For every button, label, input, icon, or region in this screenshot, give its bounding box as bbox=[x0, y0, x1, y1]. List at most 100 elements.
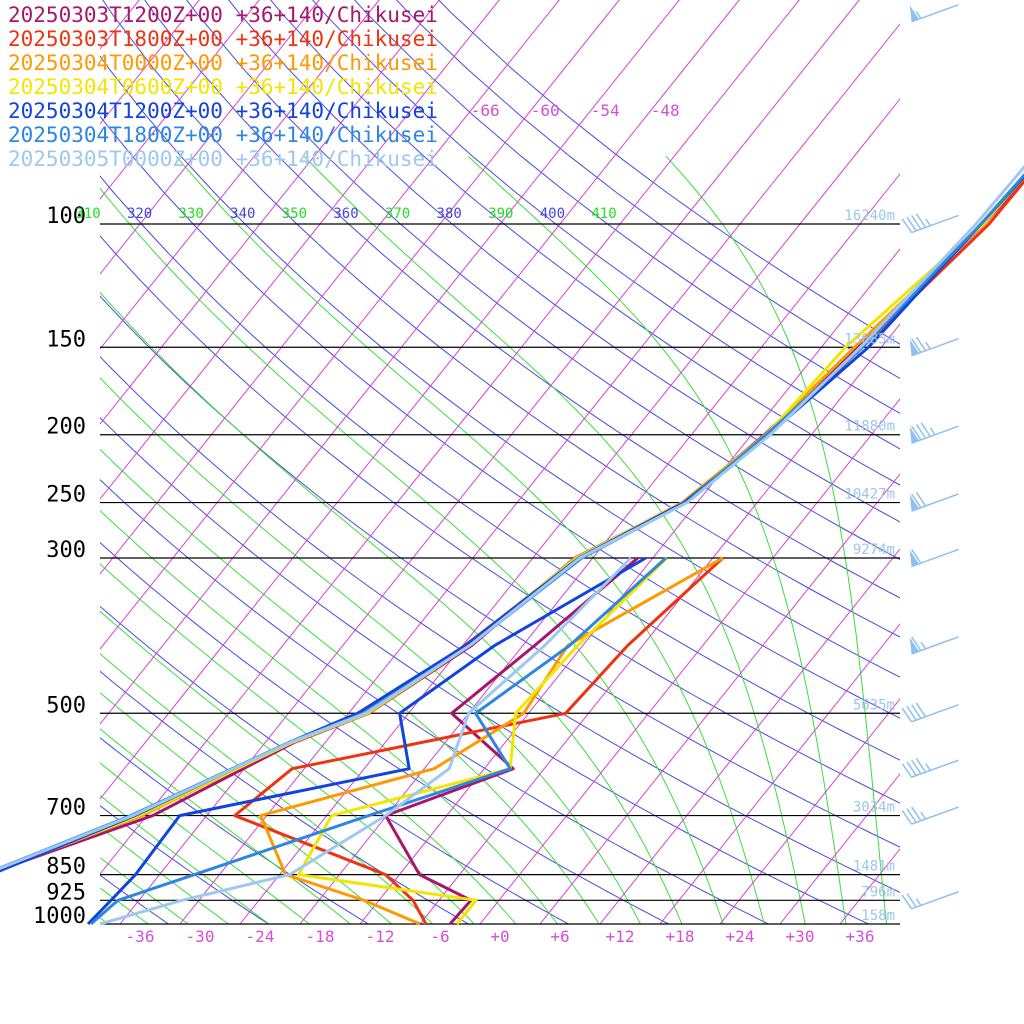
wind-barb bbox=[901, 806, 959, 825]
theta-label: 390 bbox=[488, 206, 513, 222]
wind-barb bbox=[909, 548, 959, 568]
isotherm-line bbox=[599, 548, 900, 924]
dry-adiabat-line bbox=[144, 0, 900, 599]
legend-entry: 20250304T0600Z+00 +36+140/Chikusei bbox=[8, 75, 438, 99]
wind-barb-feather bbox=[911, 493, 922, 509]
wind-barb-half-feather bbox=[925, 341, 931, 350]
wind-barb bbox=[909, 4, 959, 23]
dry-adiabat-line bbox=[186, 0, 900, 561]
isobars bbox=[100, 223, 900, 925]
x-tick-label: +12 bbox=[606, 927, 635, 946]
wind-barb-feather bbox=[901, 707, 913, 723]
isotherm-line bbox=[100, 0, 260, 200]
dry-adiabat-line bbox=[228, 0, 900, 523]
wind-barb-feather bbox=[915, 336, 927, 352]
isotherm-line bbox=[779, 773, 900, 924]
theta-label: 340 bbox=[230, 206, 255, 222]
pressure-label: 200 bbox=[46, 415, 86, 440]
moist-adiabat-line bbox=[100, 291, 683, 924]
isotherm-line bbox=[719, 698, 900, 924]
isotherm-line bbox=[539, 473, 900, 924]
moist-adiabat-line bbox=[100, 857, 189, 924]
dry-adiabat-line bbox=[102, 0, 900, 638]
dry-adiabat-line bbox=[100, 417, 870, 924]
pressure-label: 1000 bbox=[33, 904, 86, 929]
wind-barb-feather bbox=[906, 893, 917, 908]
wind-barb-feather bbox=[901, 218, 913, 233]
height-label: 1481m bbox=[853, 859, 895, 875]
isotherm-line bbox=[299, 173, 900, 924]
wind-barb-flag bbox=[909, 550, 920, 567]
dry-adiabat-line bbox=[312, 0, 900, 450]
legend-entry: 20250303T1200Z+00 +36+140/Chikusei bbox=[8, 3, 438, 27]
height-label: 11880m bbox=[844, 419, 895, 435]
moist-adiabat-line bbox=[100, 377, 642, 924]
isotherm-line bbox=[100, 0, 620, 650]
moist-adiabat-line bbox=[303, 155, 806, 924]
dewpoint-line bbox=[86, 556, 647, 926]
isotherm-label: -54 bbox=[591, 101, 620, 120]
wind-barb-feather bbox=[906, 761, 917, 776]
dry-adiabat-line bbox=[100, 737, 370, 924]
wind-barb bbox=[901, 758, 959, 778]
theta-label: 410 bbox=[591, 206, 616, 222]
dry-adiabats bbox=[100, 0, 900, 924]
moist-adiabat-line bbox=[100, 826, 230, 924]
moist-adiabat-line bbox=[175, 155, 765, 924]
wind-barb-feather bbox=[915, 702, 927, 718]
height-label: 9274m bbox=[853, 542, 895, 558]
wind-barb-feather bbox=[915, 758, 927, 773]
dry-adiabat-line bbox=[100, 175, 900, 761]
isotherm-line bbox=[239, 98, 900, 924]
wind-barb bbox=[909, 336, 959, 357]
height-label: 796m bbox=[861, 884, 895, 900]
sounding-series bbox=[0, 164, 1024, 926]
isotherm-line bbox=[899, 923, 900, 924]
dewpoint-line bbox=[90, 556, 667, 926]
wind-barb-feather bbox=[911, 806, 922, 822]
wind-barb-half-feather bbox=[915, 11, 922, 19]
isotherm-label: -48 bbox=[651, 101, 680, 120]
series-group bbox=[0, 164, 1024, 926]
isotherm-line bbox=[100, 0, 740, 800]
isotherm-line bbox=[100, 0, 140, 50]
isotherms bbox=[100, 0, 900, 924]
height-label: 3034m bbox=[853, 800, 895, 816]
pressure-label: 100 bbox=[46, 204, 86, 229]
moist-adiabat-line bbox=[100, 187, 724, 924]
legend-entry: 20250304T0000Z+00 +36+140/Chikusei bbox=[8, 51, 438, 75]
x-tick-label: -24 bbox=[246, 927, 275, 946]
dewpoint-line bbox=[233, 556, 724, 925]
theta-label: 400 bbox=[540, 206, 565, 222]
theta-label: 360 bbox=[333, 206, 358, 222]
wind-barb-feather bbox=[920, 422, 931, 437]
wind-barb-flag bbox=[909, 5, 920, 22]
pressure-label: 850 bbox=[46, 855, 86, 880]
moist-adiabat-line bbox=[100, 448, 600, 924]
wind-barb-flag bbox=[909, 339, 920, 356]
moist-adiabat-line bbox=[100, 762, 311, 924]
isotherm-line bbox=[179, 23, 900, 924]
legend: 20250303T1200Z+00 +36+140/Chikusei 202503… bbox=[8, 3, 438, 171]
pressure-label: 250 bbox=[46, 483, 86, 508]
isotherm-line bbox=[100, 0, 800, 875]
dewpoint-line bbox=[297, 556, 668, 925]
isotherm-line bbox=[119, 0, 860, 924]
wind-barb-feather bbox=[911, 704, 922, 719]
x-tick-label: +18 bbox=[666, 927, 695, 946]
wind-barb-feather bbox=[906, 706, 917, 721]
isotherm-line bbox=[100, 0, 200, 125]
wind-barb-feather bbox=[915, 491, 927, 507]
legend-entry: 20250304T1200Z+00 +36+140/Chikusei bbox=[8, 99, 438, 123]
wind-barb-feather bbox=[906, 216, 917, 232]
legend-entry: 20250305T0000Z+00 +36+140/Chikusei bbox=[8, 147, 438, 171]
moist-adiabat-line bbox=[100, 794, 270, 924]
isotherm-line bbox=[100, 0, 680, 725]
dewpoint-line bbox=[99, 556, 632, 926]
wind-barb bbox=[909, 422, 959, 444]
dry-adiabat-line bbox=[270, 0, 900, 486]
wind-barb-staff bbox=[911, 806, 959, 825]
dry-adiabat-line bbox=[100, 605, 570, 924]
wind-barb-flag bbox=[909, 637, 920, 654]
